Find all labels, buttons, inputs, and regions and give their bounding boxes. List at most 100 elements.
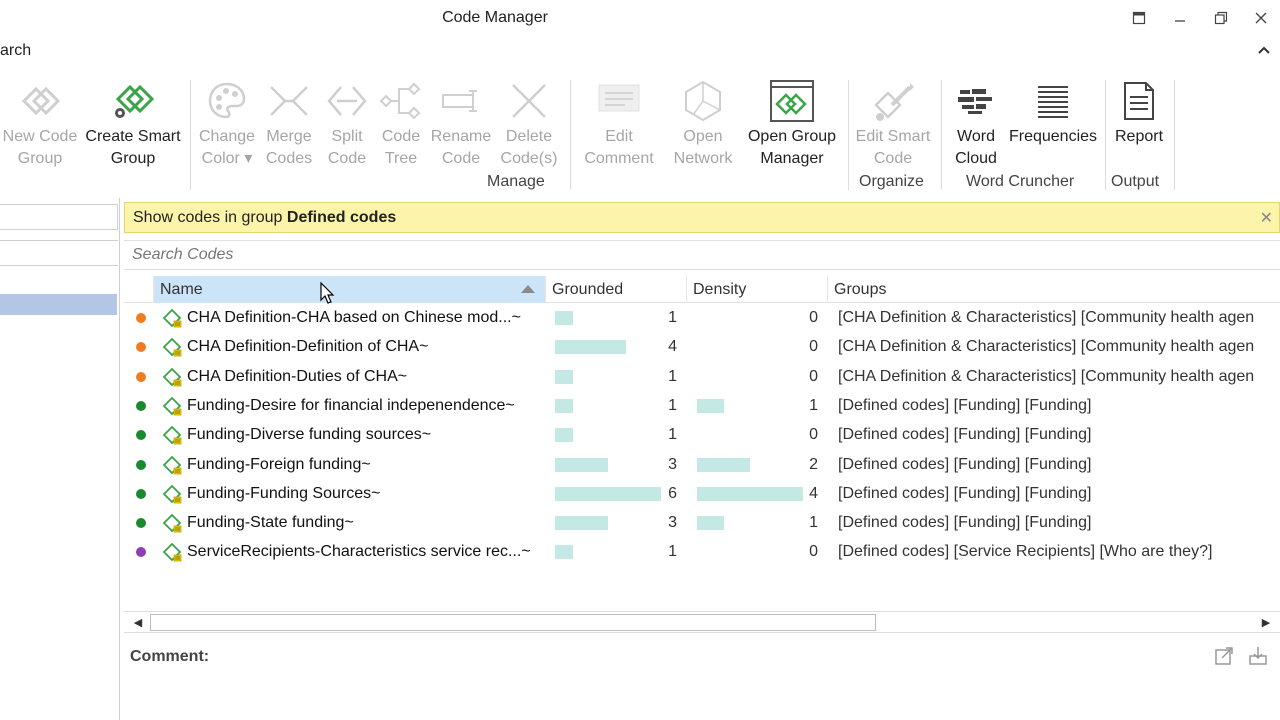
split-code-label-1: Split (331, 128, 363, 145)
split-code-button[interactable]: Split Code (320, 76, 374, 170)
grounded-bar (555, 486, 661, 501)
code-groups: [CHA Definition & Characteristics] [Comm… (838, 367, 1255, 385)
report-button[interactable]: Report (1110, 76, 1168, 148)
density-bar (697, 457, 750, 472)
title-bar: Code Manager (0, 0, 1280, 36)
code-name: Funding-Funding Sources~ (187, 484, 381, 502)
table-row[interactable]: CHA Definition-Duties of CHA~ 1 0 [CHA Defi… (124, 362, 1280, 391)
create-smart-group-label-1: Create Smart (85, 128, 181, 145)
edit-comment-button[interactable]: Edit Comment (578, 76, 660, 170)
grounded-bar (555, 340, 626, 355)
horizontal-scrollbar[interactable]: ◀ ▶ (124, 611, 1280, 633)
minimize-icon[interactable] (1167, 6, 1193, 30)
density-value: 2 (809, 455, 818, 473)
code-diamond-icon (162, 396, 182, 416)
new-code-group-button[interactable]: New Code Group (0, 76, 80, 170)
left-pane-selected-item[interactable] (0, 294, 117, 315)
group-label-manage: Manage (487, 173, 545, 190)
code-diamond-icon (162, 484, 182, 504)
grounded-bar (555, 545, 573, 560)
code-tree-button[interactable]: Code Tree (374, 76, 428, 170)
close-icon[interactable] (1248, 6, 1274, 30)
maximize-icon[interactable] (1208, 6, 1234, 30)
search-codes-bar (124, 240, 1280, 270)
code-tree-label-1: Code (381, 128, 421, 145)
group-label-organize: Organize (859, 173, 924, 190)
column-header-grounded[interactable]: Grounded (546, 276, 687, 303)
grounded-bar (555, 369, 573, 384)
code-color-dot (136, 547, 146, 558)
word-cloud-button[interactable]: Word Cloud (946, 76, 1006, 170)
code-color-dot (136, 518, 146, 529)
ribbon-tab-search[interactable]: arch (0, 42, 32, 59)
code-color-dot (136, 430, 146, 441)
column-header-name-label: Name (160, 281, 203, 298)
filter-banner-group-name: Defined codes (286, 209, 397, 226)
delete-icon (503, 76, 555, 126)
open-group-manager-label-1: Open Group (747, 128, 837, 145)
grounded-bar (555, 516, 608, 531)
frequencies-label: Frequencies (1008, 128, 1098, 145)
density-bar (697, 398, 724, 413)
grounded-bar (555, 428, 573, 443)
open-network-button[interactable]: Open Network (666, 76, 740, 170)
open-external-icon[interactable] (1214, 646, 1234, 666)
column-header-density-label: Density (693, 281, 747, 298)
code-name: Funding-Diverse funding sources~ (187, 426, 432, 444)
code-groups: [Defined codes] [Funding] [Funding] (838, 426, 1092, 444)
density-value: 0 (809, 367, 818, 385)
table-row[interactable]: Funding-Foreign funding~ 3 2 [Defined codes… (124, 450, 1280, 479)
tree-icon (375, 76, 427, 126)
edit-smart-code-button[interactable]: Edit Smart Code (852, 76, 934, 170)
palette-icon (201, 76, 253, 126)
left-pane-search-box[interactable] (0, 240, 118, 266)
table-row[interactable]: Funding-Desire for financial indepenende… (124, 391, 1280, 420)
table-row[interactable]: CHA Definition-CHA based on Chinese mod.… (124, 303, 1280, 332)
left-pane-filter-box[interactable] (0, 204, 118, 230)
scroll-right-icon[interactable]: ▶ (1261, 616, 1271, 629)
code-color-dot (136, 313, 146, 323)
split-icon (321, 76, 373, 126)
comment-pane: Comment: (124, 640, 1280, 720)
change-color-label-1: Change (198, 128, 256, 145)
table-row[interactable]: Funding-Diverse funding sources~ 1 0 [Defin… (124, 420, 1280, 449)
density-bar (697, 516, 724, 531)
create-smart-group-button[interactable]: Create Smart Group (82, 76, 184, 170)
delete-codes-label-2: Code(s) (500, 150, 558, 167)
merge-codes-button[interactable]: Merge Codes (260, 76, 318, 170)
group-label-output: Output (1111, 173, 1160, 190)
merge-icon (263, 76, 315, 126)
report-icon (1113, 76, 1165, 126)
ribbon-separator (1105, 80, 1106, 190)
open-network-label-1: Open (683, 128, 723, 145)
scrollbar-thumb[interactable] (150, 614, 876, 631)
delete-codes-button[interactable]: Delete Code(s) (496, 76, 562, 170)
column-header-groups[interactable]: Groups (828, 276, 1280, 303)
restore-layout-icon[interactable] (1126, 6, 1152, 30)
table-row[interactable]: Funding-State funding~ 3 1 [Defined codes] … (124, 508, 1280, 537)
collapse-ribbon-icon[interactable] (1256, 42, 1272, 58)
group-manager-icon (766, 76, 818, 126)
density-value: 0 (809, 543, 818, 561)
change-color-button[interactable]: Change Color ▾ (196, 76, 258, 170)
table-row[interactable]: CHA Definition-Definition of CHA~ 4 0 [CHA … (124, 332, 1280, 361)
table-row[interactable]: ServiceRecipients-Characteristics servic… (124, 537, 1280, 566)
grounded-value: 1 (668, 309, 677, 326)
edit-smart-code-label-2: Code (873, 150, 913, 167)
scroll-left-icon[interactable]: ◀ (133, 616, 143, 629)
close-filter-icon[interactable]: ✕ (1259, 210, 1273, 227)
column-header-density[interactable]: Density (687, 276, 828, 303)
code-name: Funding-Desire for financial indepenende… (187, 396, 515, 414)
code-groups: [CHA Definition & Characteristics] [Comm… (838, 338, 1255, 356)
search-codes-input[interactable] (124, 241, 1280, 269)
comment-icon (593, 76, 645, 126)
open-group-manager-button[interactable]: Open Group Manager (742, 76, 842, 170)
column-header-groups-label: Groups (834, 281, 887, 298)
frequencies-button[interactable]: Frequencies (1006, 76, 1100, 148)
save-comment-icon[interactable] (1248, 646, 1268, 666)
column-header-name[interactable]: Name (154, 276, 546, 303)
split-code-label-2: Code (327, 150, 367, 167)
grounded-bar (555, 398, 573, 413)
rename-code-button[interactable]: Rename Code (430, 76, 492, 170)
table-row[interactable]: Funding-Funding Sources~ 6 4 [Defined codes… (124, 479, 1280, 508)
